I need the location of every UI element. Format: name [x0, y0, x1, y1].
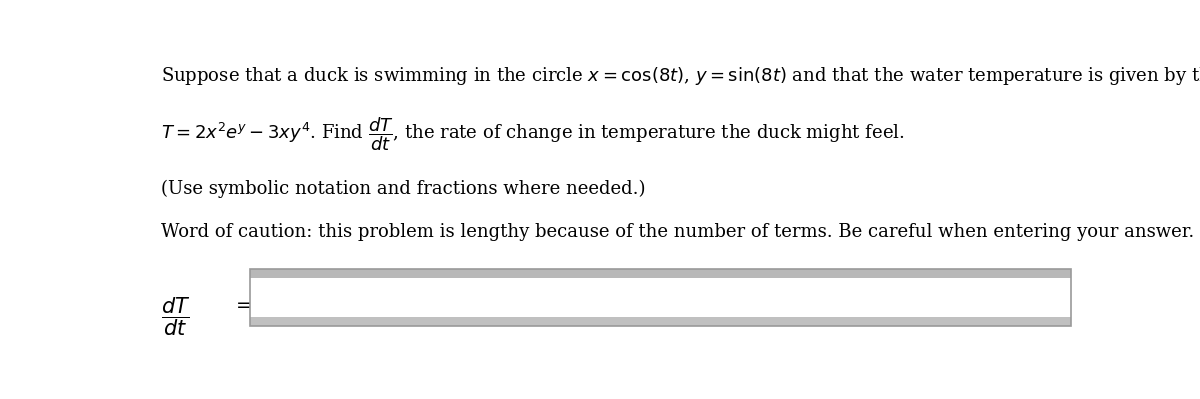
Text: (Use symbolic notation and fractions where needed.): (Use symbolic notation and fractions whe…: [161, 180, 646, 198]
Text: $=$: $=$: [232, 295, 252, 314]
Bar: [251, 269, 1070, 326]
Bar: [251, 269, 1070, 278]
Text: Word of caution: this problem is lengthy because of the number of terms. Be care: Word of caution: this problem is lengthy…: [161, 223, 1194, 241]
Bar: [251, 317, 1070, 326]
Text: $\dfrac{dT}{dt}$: $\dfrac{dT}{dt}$: [161, 295, 191, 338]
Bar: [251, 278, 1070, 317]
Text: Suppose that a duck is swimming in the circle $x = \cos(8t)$, $y = \sin(8t)$ and: Suppose that a duck is swimming in the c…: [161, 65, 1200, 87]
Text: $T = 2x^2e^{y} - 3xy^4$. Find $\dfrac{dT}{dt}$, the rate of change in temperatur: $T = 2x^2e^{y} - 3xy^4$. Find $\dfrac{dT…: [161, 115, 905, 153]
